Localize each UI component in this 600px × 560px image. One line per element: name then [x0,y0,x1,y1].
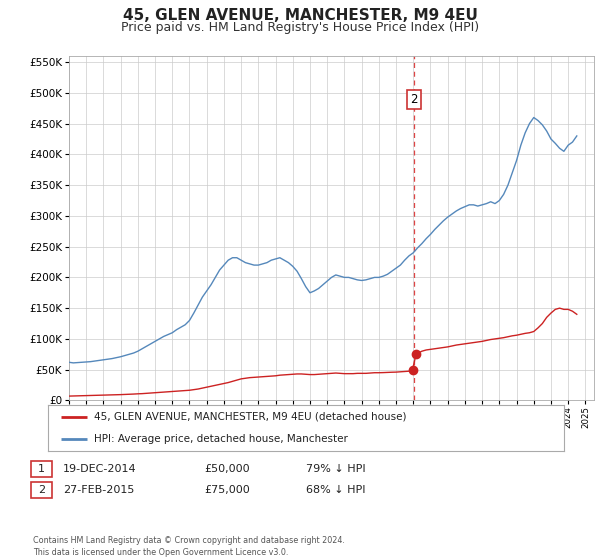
Text: 45, GLEN AVENUE, MANCHESTER, M9 4EU: 45, GLEN AVENUE, MANCHESTER, M9 4EU [122,8,478,24]
Text: 2: 2 [38,485,45,495]
Text: 45, GLEN AVENUE, MANCHESTER, M9 4EU (detached house): 45, GLEN AVENUE, MANCHESTER, M9 4EU (det… [94,412,407,422]
Text: 2: 2 [410,92,418,105]
Text: 19-DEC-2014: 19-DEC-2014 [63,464,137,474]
Text: Contains HM Land Registry data © Crown copyright and database right 2024.
This d: Contains HM Land Registry data © Crown c… [33,536,345,557]
Text: £75,000: £75,000 [204,485,250,495]
Text: 79% ↓ HPI: 79% ↓ HPI [306,464,365,474]
Text: HPI: Average price, detached house, Manchester: HPI: Average price, detached house, Manc… [94,434,349,444]
Text: 27-FEB-2015: 27-FEB-2015 [63,485,134,495]
Text: 68% ↓ HPI: 68% ↓ HPI [306,485,365,495]
Text: Price paid vs. HM Land Registry's House Price Index (HPI): Price paid vs. HM Land Registry's House … [121,21,479,34]
Text: 1: 1 [38,464,45,474]
Text: £50,000: £50,000 [204,464,250,474]
